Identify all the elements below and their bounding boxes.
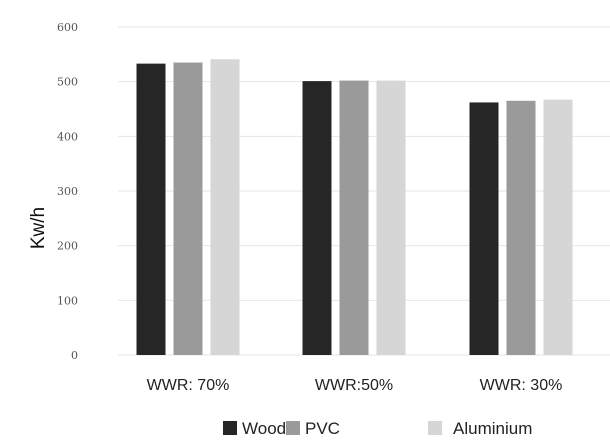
bars bbox=[136, 59, 573, 356]
y-tick-label: 300 bbox=[57, 185, 78, 198]
bar-aluminium-2 bbox=[543, 99, 573, 355]
legend: Wood PVC Aluminium bbox=[223, 419, 532, 438]
legend-label-wood: Wood bbox=[242, 419, 286, 438]
legend-swatch-aluminium bbox=[428, 421, 442, 435]
y-tick-label: 100 bbox=[57, 294, 78, 307]
legend-swatch-pvc bbox=[286, 421, 300, 435]
x-axis-categories: WWR: 70% WWR:50% WWR: 30% bbox=[147, 377, 563, 394]
bar-wood-1 bbox=[302, 81, 332, 356]
y-tick-label: 400 bbox=[57, 130, 78, 143]
bar-wood-0 bbox=[136, 63, 166, 355]
legend-label-aluminium: Aluminium bbox=[453, 419, 532, 438]
bar-pvc-0 bbox=[173, 62, 203, 356]
y-tick-label: 0 bbox=[71, 349, 78, 362]
bar-aluminium-0 bbox=[210, 59, 240, 356]
y-axis-ticks: 0 100 200 300 400 500 600 bbox=[57, 21, 78, 362]
y-tick-label: 600 bbox=[57, 21, 78, 34]
y-tick-label: 200 bbox=[57, 240, 78, 253]
x-category-label: WWR: 70% bbox=[147, 377, 230, 394]
bar-pvc-1 bbox=[339, 80, 369, 355]
legend-swatch-wood bbox=[223, 421, 237, 435]
bar-wood-2 bbox=[469, 102, 499, 355]
bar-pvc-2 bbox=[506, 100, 536, 355]
bar-aluminium-1 bbox=[376, 80, 406, 355]
legend-label-pvc: PVC bbox=[305, 419, 340, 438]
x-category-label: WWR:50% bbox=[315, 377, 393, 394]
y-tick-label: 500 bbox=[57, 76, 78, 89]
y-axis-title: Kw/h bbox=[28, 207, 49, 249]
x-category-label: WWR: 30% bbox=[480, 377, 563, 394]
